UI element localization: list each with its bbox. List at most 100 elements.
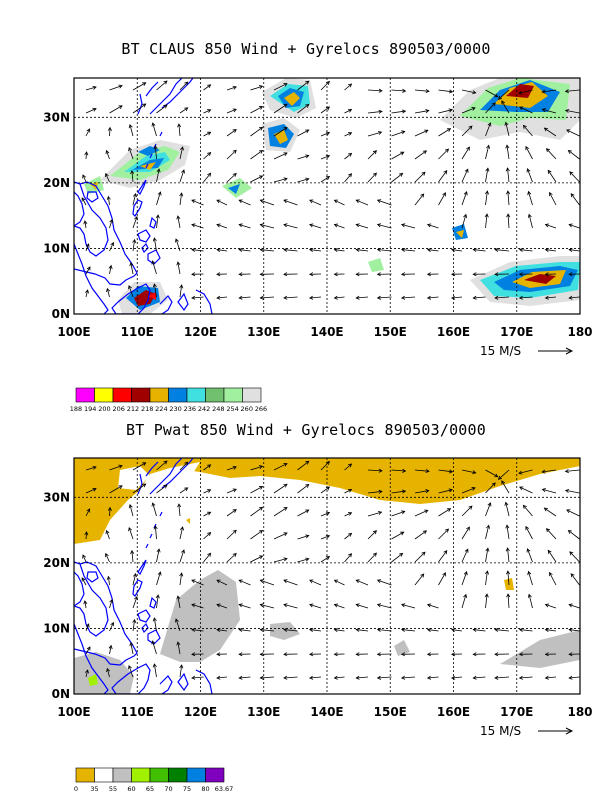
wind-vector-head — [425, 89, 430, 94]
wind-vector — [132, 462, 146, 471]
wind-vector — [569, 676, 580, 679]
wind-vector — [260, 676, 275, 679]
wind-vector-head — [564, 108, 570, 113]
wind-vector — [334, 676, 345, 679]
wind-vector-head — [109, 598, 114, 604]
wind-vector — [427, 224, 439, 229]
wind-vector-head — [177, 123, 182, 128]
colorbar-swatch — [131, 387, 151, 403]
wind-vector-head — [400, 531, 405, 536]
wind-vector — [473, 676, 486, 679]
wind-vector-head — [544, 675, 549, 680]
wind-vector-head — [448, 488, 453, 493]
wind-vector-head — [191, 199, 196, 204]
wind-vector — [273, 152, 288, 160]
wind-vector-head — [491, 482, 496, 487]
wind-vector-head — [497, 95, 503, 100]
colorbar-label: 260 — [241, 405, 253, 413]
wind-vector — [191, 579, 204, 586]
wind-vector-head — [569, 171, 574, 176]
wind-vector-head — [484, 190, 490, 195]
wind-vector-head — [544, 223, 550, 228]
wind-vector — [485, 469, 498, 478]
wind-vector — [85, 669, 89, 678]
wind-vector — [153, 283, 157, 298]
wind-vector — [179, 664, 183, 678]
wind-vector-head — [238, 579, 243, 584]
colorbar-swatch — [131, 767, 151, 783]
wind-vector — [414, 509, 428, 517]
wind-vector-head — [355, 603, 360, 608]
colorbar-label: 65 — [146, 785, 154, 792]
wind-vector-head — [238, 295, 243, 300]
wind-vector-head — [86, 646, 91, 651]
wind-vector — [545, 224, 557, 229]
wind-vector-head — [110, 241, 115, 247]
colorbar-swatch — [242, 387, 262, 403]
colorbar-swatch — [112, 767, 132, 783]
wind-vector-head — [191, 295, 196, 300]
wind-vector — [344, 153, 352, 160]
wind-vector-head — [305, 154, 310, 159]
wind-vector-head — [259, 272, 264, 277]
wind-vector — [542, 488, 557, 494]
wind-vector-head — [153, 525, 158, 530]
wind-vector — [309, 676, 322, 679]
wind-vector — [273, 83, 288, 91]
lon-label: 150E — [374, 325, 407, 339]
wind-vector — [179, 192, 183, 206]
wind-vector-head — [402, 88, 407, 93]
wind-vector-head — [92, 465, 97, 470]
wind-vector-head — [191, 603, 196, 608]
wind-vector — [367, 469, 382, 472]
wind-vector — [178, 504, 181, 517]
wind-vector-head — [142, 462, 147, 466]
wind-vector — [523, 505, 533, 517]
wind-vector — [505, 122, 510, 137]
wind-vector-head — [258, 506, 264, 511]
colorbar-swatch — [205, 767, 225, 783]
wind-vector-head — [568, 675, 573, 680]
wind-vector — [250, 85, 263, 91]
wind-vector — [81, 577, 87, 586]
wind-vector-head — [376, 579, 382, 584]
wind-vector — [273, 178, 288, 183]
wind-vector — [109, 645, 112, 655]
lon-label: 110E — [121, 325, 154, 339]
wind-vector-head — [191, 675, 196, 680]
wind-vector-head — [232, 108, 237, 113]
wind-vector — [283, 224, 298, 229]
wind-vector-head — [486, 524, 491, 529]
wind-vector — [391, 173, 403, 183]
wind-vector — [283, 629, 298, 632]
wind-vector — [461, 469, 476, 474]
wind-vector — [238, 579, 251, 586]
colorbar-label: 188 — [70, 405, 82, 413]
wind-vector — [152, 640, 157, 655]
wind-vector-head — [130, 549, 135, 555]
panel1-gridlines — [74, 78, 580, 314]
wind-vector — [105, 553, 110, 563]
wind-vector-head — [283, 223, 288, 228]
wind-vector — [505, 502, 510, 517]
wind-vector — [226, 86, 237, 91]
wind-vector-head — [451, 272, 456, 277]
panel1-map: 100E 110E 120E 130E 140E 150E 160E 170E 180 0N 10… — [43, 77, 593, 413]
wind-vector — [226, 173, 237, 183]
wind-vector — [128, 285, 134, 298]
wind-vector-head — [518, 652, 523, 657]
wind-vector — [527, 168, 533, 183]
wind-vector — [414, 530, 427, 540]
wind-vector-head — [568, 603, 573, 608]
wind-vector-head — [568, 652, 573, 657]
wind-vector-head — [155, 594, 160, 599]
lon-label: 170E — [500, 325, 533, 339]
wind-vector-head — [347, 532, 353, 537]
wind-vector-head — [305, 557, 310, 562]
wind-vector — [519, 106, 533, 114]
wind-vector-head — [180, 146, 184, 151]
wind-vector — [203, 109, 211, 114]
wind-vector — [273, 103, 288, 114]
wind-vector — [156, 594, 159, 609]
wind-vector-head — [106, 287, 111, 293]
